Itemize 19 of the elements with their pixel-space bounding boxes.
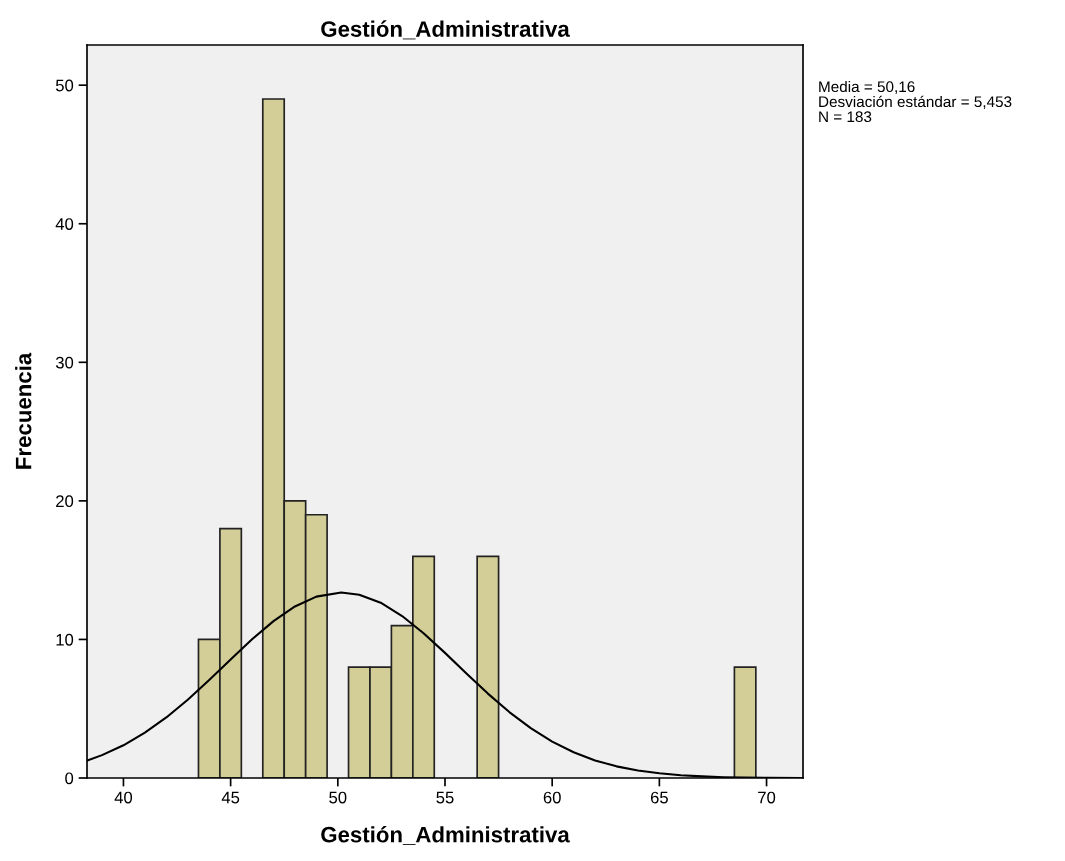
y-tick-label: 40	[55, 218, 74, 230]
y-tick-label: 0	[65, 772, 74, 785]
text: Desviación estándar = 5,453	[819, 95, 1012, 109]
y-tick-label: 50	[55, 79, 74, 92]
y-tick-label: 30	[55, 356, 74, 369]
x-tick-label: 45	[221, 791, 240, 804]
x-tick-label: 50	[329, 791, 347, 804]
y-tick-label: 10	[56, 633, 74, 646]
text: N = 183	[819, 111, 872, 123]
x-tick-label: 40	[114, 791, 133, 804]
x-tick-label: 60	[543, 791, 561, 804]
x-axis-title: Gestión_Administrativa	[321, 825, 570, 845]
x-tick-label: 70	[758, 791, 776, 804]
x-tick-label: 65	[650, 791, 668, 804]
text: Media = 50,16	[819, 80, 915, 94]
x-tick-label: 55	[436, 791, 454, 804]
y-tick-label: 20	[56, 495, 74, 508]
y-axis-title: Frecuencia	[15, 352, 32, 469]
chart-title: Gestión_Administrativa	[321, 20, 570, 40]
